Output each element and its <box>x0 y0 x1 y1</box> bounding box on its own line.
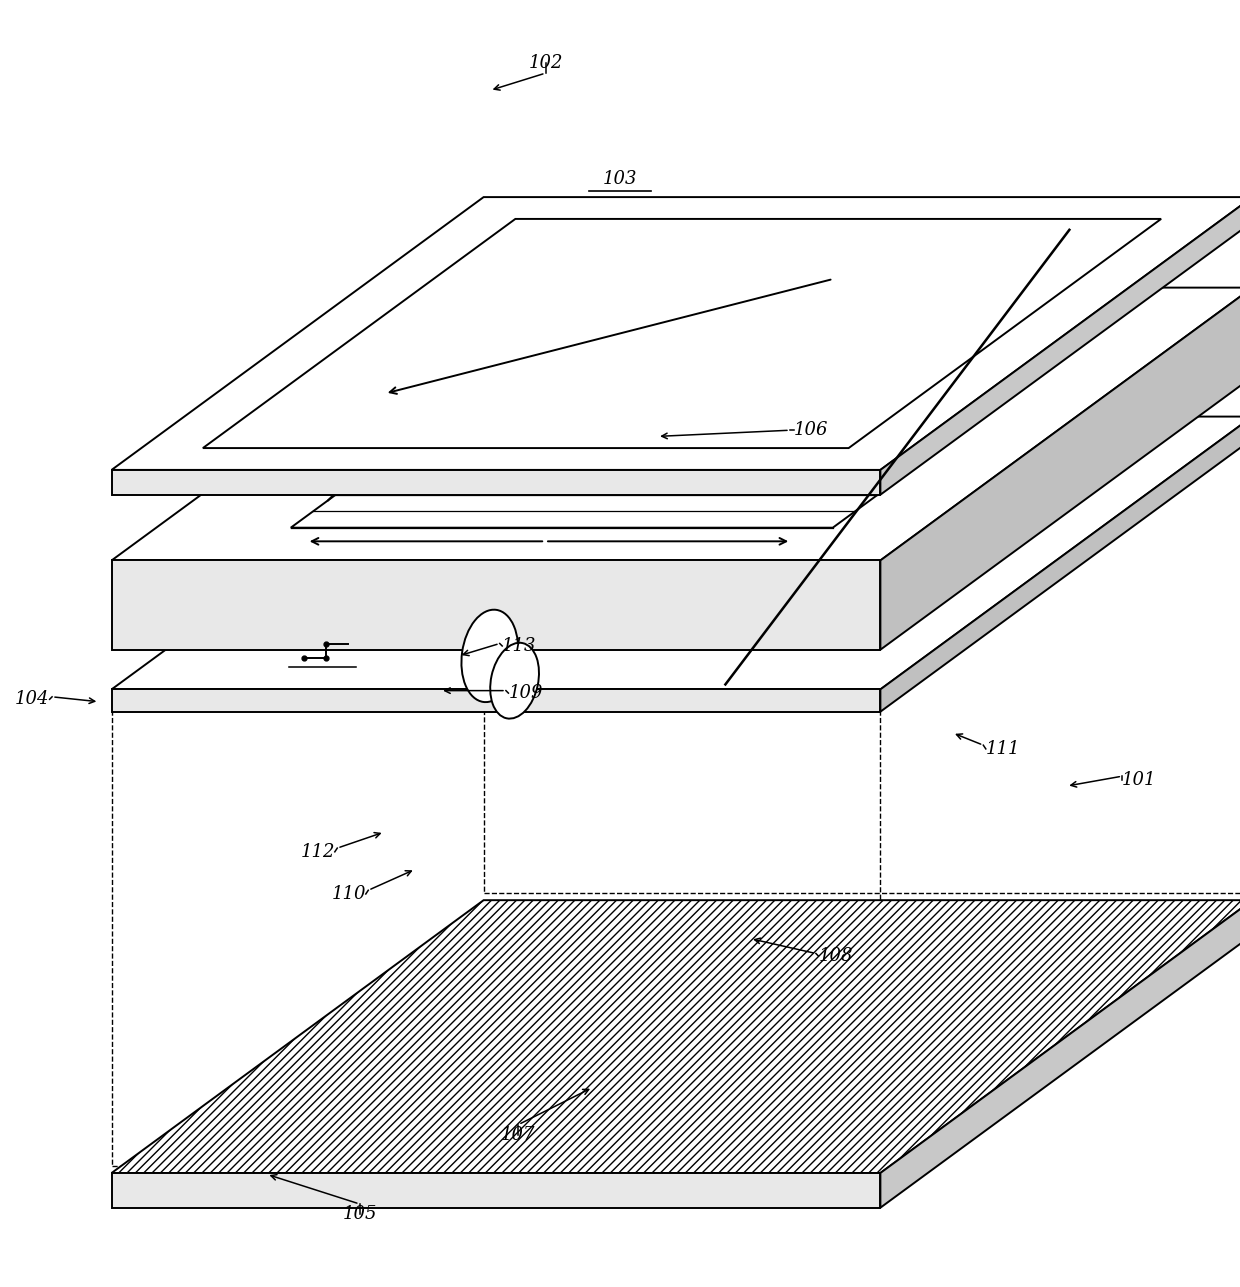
Polygon shape <box>112 287 1240 560</box>
Text: 101: 101 <box>1122 771 1157 789</box>
Polygon shape <box>112 900 1240 1172</box>
Polygon shape <box>880 197 1240 494</box>
Text: 103: 103 <box>603 170 637 188</box>
Text: 102: 102 <box>528 54 563 72</box>
Polygon shape <box>880 287 1240 650</box>
Ellipse shape <box>547 315 606 426</box>
Ellipse shape <box>490 642 539 718</box>
Text: 108: 108 <box>818 947 853 965</box>
Text: 109: 109 <box>508 685 543 703</box>
Polygon shape <box>112 690 880 712</box>
Text: 105: 105 <box>342 1205 377 1223</box>
Text: 106: 106 <box>794 421 828 439</box>
Polygon shape <box>112 1172 880 1207</box>
Text: 110: 110 <box>331 885 366 903</box>
Polygon shape <box>290 315 1123 528</box>
Ellipse shape <box>546 386 608 505</box>
Text: 104: 104 <box>15 690 50 708</box>
Ellipse shape <box>542 452 611 575</box>
Polygon shape <box>112 470 880 494</box>
Polygon shape <box>112 197 1240 470</box>
Polygon shape <box>880 900 1240 1207</box>
Polygon shape <box>112 560 880 650</box>
Polygon shape <box>203 219 1161 448</box>
Polygon shape <box>112 417 1240 690</box>
Text: 107: 107 <box>501 1126 536 1144</box>
Ellipse shape <box>589 395 698 443</box>
Text: 112: 112 <box>300 843 335 861</box>
Ellipse shape <box>461 610 518 703</box>
Polygon shape <box>880 417 1240 712</box>
Text: 111: 111 <box>986 740 1021 758</box>
Ellipse shape <box>599 402 687 436</box>
Text: 113: 113 <box>502 637 537 655</box>
